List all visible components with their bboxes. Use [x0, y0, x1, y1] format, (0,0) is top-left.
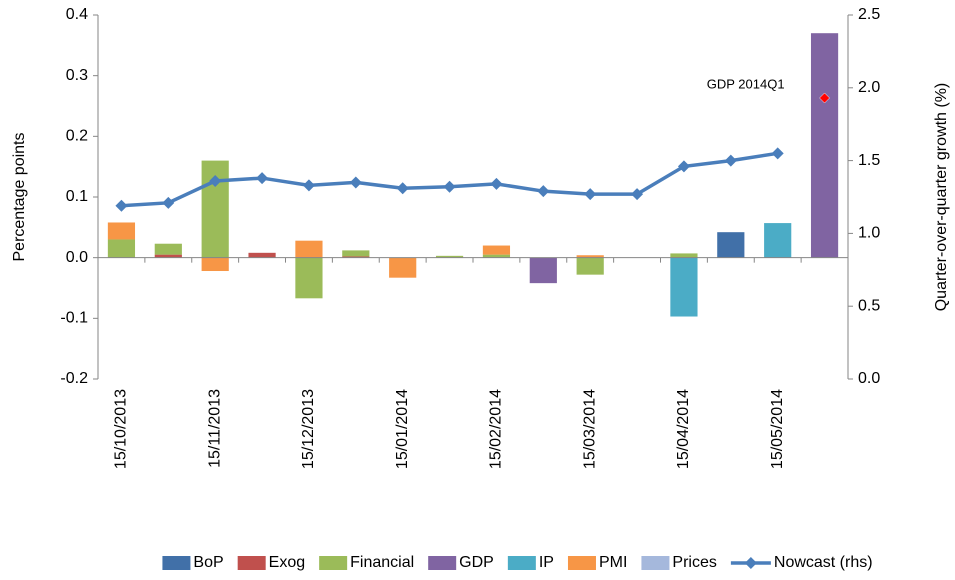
y-tick-label: 0.4 — [66, 6, 88, 23]
legend-swatch — [319, 556, 348, 570]
legend-label: Exog — [269, 554, 305, 571]
y2-axis-title: Quarter-over-quarter growth (%) — [933, 83, 950, 312]
line-marker — [302, 179, 315, 192]
bar — [717, 232, 745, 258]
legend-label: IP — [539, 554, 554, 571]
bar — [295, 257, 323, 299]
legend-swatch — [428, 556, 457, 570]
line-marker — [631, 188, 644, 201]
y-tick-label: -0.1 — [60, 310, 88, 327]
legend-swatch — [237, 556, 266, 570]
legend-label: Nowcast (rhs) — [774, 554, 873, 571]
line-marker — [677, 160, 690, 173]
y-tick-label: 0.3 — [66, 67, 88, 84]
bar — [529, 257, 557, 284]
bar — [295, 240, 323, 258]
y2-tick-label: 0.0 — [858, 370, 880, 387]
y-tick-label: 0.1 — [66, 188, 88, 205]
annotation-label: GDP 2014Q1 — [707, 76, 785, 91]
legend-swatch — [162, 556, 191, 570]
line-marker — [209, 174, 222, 187]
line-marker — [584, 188, 597, 201]
bar — [342, 256, 370, 258]
legend-label: PMI — [599, 554, 627, 571]
legend-swatch — [641, 556, 670, 570]
y2-tick-label: 2.5 — [858, 6, 880, 23]
bar — [482, 245, 511, 255]
bar — [482, 254, 511, 258]
bar — [670, 253, 698, 258]
line-marker — [256, 172, 269, 185]
line-marker — [115, 199, 128, 212]
bar — [201, 257, 229, 272]
y2-tick-label: 1.5 — [858, 152, 880, 169]
bar — [248, 252, 276, 258]
legend-label: GDP — [459, 554, 494, 571]
legend-swatch — [507, 556, 536, 570]
y2-tick-label: 2.0 — [858, 79, 880, 96]
x-tick-label: 15/05/2014 — [769, 389, 786, 469]
x-tick-label: 15/04/2014 — [675, 389, 692, 469]
line-marker — [443, 180, 456, 193]
y-tick-label: 0.2 — [66, 128, 88, 145]
bar — [435, 255, 464, 258]
legend: BoP Exog Financial GDP IP PMI Prices Nowcast (r… — [162, 554, 873, 571]
legend-label: Prices — [672, 554, 716, 571]
annotation-marker — [819, 92, 830, 104]
legend-label: Financial — [350, 554, 414, 571]
bar — [810, 33, 839, 258]
line-marker — [349, 176, 362, 189]
line-marker — [724, 154, 737, 167]
legend-swatch — [567, 556, 596, 570]
bar — [576, 255, 604, 258]
line-marker — [537, 185, 550, 198]
line-marker — [771, 147, 784, 160]
bar — [107, 222, 136, 240]
bar — [670, 257, 698, 317]
y2-tick-label: 1.0 — [858, 225, 880, 242]
x-tick-label: 15/03/2014 — [581, 389, 598, 469]
x-tick-label: 15/10/2013 — [113, 389, 130, 469]
line-marker — [490, 177, 503, 190]
y-tick-label: 0.0 — [66, 249, 88, 266]
bar — [342, 250, 370, 257]
y2-tick-label: 0.5 — [858, 297, 880, 314]
line-marker — [396, 182, 409, 195]
bar — [764, 223, 792, 258]
bar — [389, 257, 417, 278]
x-tick-label: 15/01/2014 — [394, 389, 411, 469]
x-tick-label: 15/12/2013 — [300, 389, 317, 469]
bar — [576, 257, 604, 275]
legend-label: BoP — [193, 554, 223, 571]
x-tick-label: 15/11/2013 — [206, 389, 223, 468]
y-axis-title: Percentage points — [11, 133, 28, 262]
legend-marker — [744, 557, 757, 569]
x-tick-label: 15/02/2014 — [488, 389, 505, 469]
bar — [154, 254, 182, 258]
bar — [107, 239, 136, 258]
y-tick-label: -0.2 — [60, 370, 88, 387]
bar — [154, 243, 182, 255]
line-marker — [162, 196, 175, 209]
